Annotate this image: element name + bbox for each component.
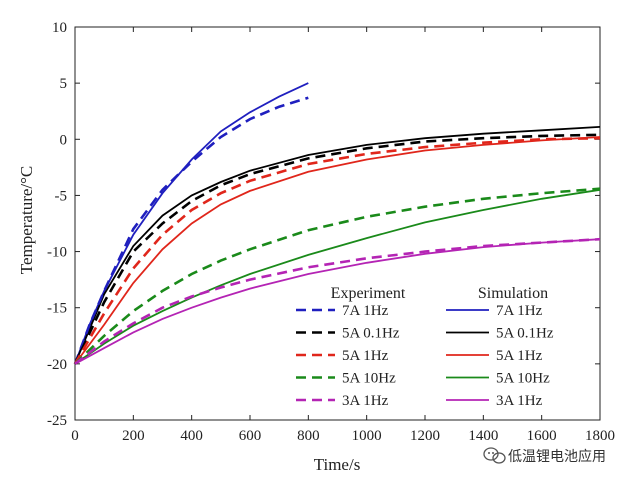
legend-label-simulation: 5A 0.1Hz [496, 326, 554, 342]
y-tick-label: -25 [47, 413, 67, 429]
axes: 0 200 400 600 800 1000 1200 1400 1600 1800 -25 -20 -… [47, 20, 615, 444]
x-tick-label: 800 [297, 428, 320, 444]
legend-label-simulation: 5A 10Hz [496, 371, 550, 387]
legend-label-experiment: 3A 1Hz [342, 393, 389, 409]
y-tick-label: -5 [55, 188, 68, 204]
series-line-experiment-5a-10hz [74, 187, 601, 365]
series-line-experiment-5a-0-1hz [73, 133, 601, 365]
legend-label-simulation: 7A 1Hz [496, 303, 543, 319]
legend-label-experiment: 5A 0.1Hz [342, 326, 400, 342]
y-tick-label: -10 [47, 245, 67, 261]
y-tick-label: -20 [47, 357, 67, 373]
watermark-text: 低温锂电池应用 [508, 448, 606, 465]
legend-label-simulation: 5A 1Hz [496, 348, 543, 364]
series-line-experiment-7a-1hz [73, 96, 309, 365]
y-tick-label: 5 [60, 76, 68, 92]
legend-label-experiment: 5A 1Hz [342, 348, 389, 364]
series-group [73, 82, 601, 365]
legend-label-simulation: 3A 1Hz [496, 393, 543, 409]
x-tick-label: 1200 [410, 428, 440, 444]
x-tick-label: 1600 [527, 428, 557, 444]
x-tick-label: 400 [180, 428, 203, 444]
series-line-experiment-5a-1hz [73, 136, 601, 365]
x-tick-label: 1400 [468, 428, 498, 444]
x-tick-label: 600 [239, 428, 262, 444]
series-line-simulation-5a-0-1hz [74, 126, 601, 365]
y-axis-label: Temperature/°C [17, 166, 36, 275]
wechat-icon [483, 447, 506, 464]
x-tick-label: 0 [71, 428, 79, 444]
series-line-simulation-5a-10hz [74, 188, 601, 365]
x-axis-label: Time/s [314, 455, 361, 474]
y-tick-label: -15 [47, 301, 67, 317]
legend-label-experiment: 7A 1Hz [342, 303, 389, 319]
series-line-simulation-5a-1hz [74, 136, 601, 365]
x-tick-label: 1000 [352, 428, 382, 444]
y-tick-label: 0 [60, 132, 68, 148]
legend-title-simulation: Simulation [478, 285, 548, 302]
legend-title-experiment: Experiment [331, 285, 406, 302]
legend-label-experiment: 5A 10Hz [342, 371, 396, 387]
watermark: 低温锂电池应用 [483, 447, 606, 465]
x-tick-label: 1800 [585, 428, 615, 444]
x-tick-label: 200 [122, 428, 145, 444]
y-tick-label: 10 [52, 20, 67, 36]
series-line-experiment-3a-1hz [74, 237, 601, 365]
